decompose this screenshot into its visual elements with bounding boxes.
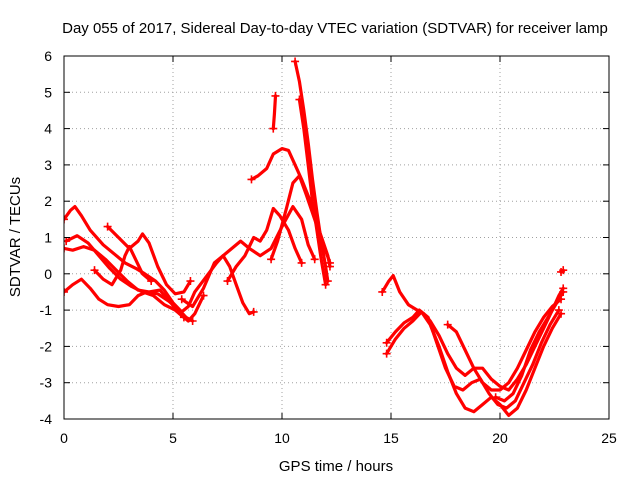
point-marker xyxy=(177,295,186,304)
point-marker xyxy=(188,316,197,325)
point-marker xyxy=(64,287,68,296)
y-tick-label: -2 xyxy=(40,338,53,354)
point-marker xyxy=(378,287,387,296)
series-arc-a1 xyxy=(64,205,256,316)
point-marker xyxy=(186,277,195,286)
data-series xyxy=(64,57,568,417)
x-tick-label: 5 xyxy=(169,430,177,446)
point-marker xyxy=(269,124,278,133)
y-tick-label: 3 xyxy=(44,157,52,173)
point-marker xyxy=(559,287,568,296)
series-arc-a11 xyxy=(271,94,278,131)
point-marker xyxy=(310,255,319,264)
point-marker xyxy=(291,57,300,66)
point-marker xyxy=(443,320,452,329)
series-arc-b4 xyxy=(446,297,563,392)
point-marker xyxy=(249,307,258,316)
point-marker xyxy=(554,306,563,315)
point-marker xyxy=(297,258,306,267)
y-tick-label: 5 xyxy=(44,84,52,100)
series-arc-a12 xyxy=(293,59,330,283)
point-marker xyxy=(103,222,112,231)
point-marker xyxy=(491,393,500,402)
point-marker xyxy=(559,266,568,275)
series-arc-a13 xyxy=(297,97,328,287)
x-tick-label: 10 xyxy=(274,430,290,446)
x-tick-label: 0 xyxy=(60,430,68,446)
point-marker xyxy=(382,349,391,358)
series-arc-b3 xyxy=(385,308,561,410)
y-tick-label: 0 xyxy=(44,266,52,282)
point-marker xyxy=(295,95,304,104)
point-marker xyxy=(321,280,330,289)
y-tick-label: -1 xyxy=(40,302,53,318)
series-arc-b2 xyxy=(385,310,563,417)
point-marker xyxy=(64,237,71,246)
x-axis-label: GPS time / hours xyxy=(279,458,393,475)
point-marker xyxy=(247,175,256,184)
series-arc-a7 xyxy=(180,205,317,309)
series-arc-a8 xyxy=(225,206,304,283)
x-tick-label: 20 xyxy=(492,430,508,446)
point-marker xyxy=(267,255,276,264)
chart-title: Day 055 of 2017, Sidereal Day-to-day VTE… xyxy=(62,20,608,37)
series-arc-a5 xyxy=(105,225,192,296)
point-marker xyxy=(64,215,68,224)
point-marker xyxy=(271,91,280,100)
point-marker xyxy=(64,244,68,253)
point-marker xyxy=(223,277,232,286)
y-tick-labels: -4 -3 -2 -1 0 1 2 3 4 5 6 xyxy=(40,48,53,427)
y-tick-label: 2 xyxy=(44,193,52,209)
y-tick-label: 1 xyxy=(44,230,52,246)
point-marker xyxy=(382,338,391,347)
series-arc-a3 xyxy=(64,234,186,319)
series-arc-b1 xyxy=(380,274,565,392)
y-tick-label: -3 xyxy=(40,375,53,391)
x-tick-label: 25 xyxy=(601,430,617,446)
axis-ticks xyxy=(63,55,610,420)
point-marker xyxy=(325,258,334,267)
grid-lines xyxy=(64,56,609,419)
point-marker xyxy=(90,266,99,275)
y-tick-label: 6 xyxy=(44,48,52,64)
series-arc-a6 xyxy=(92,245,153,287)
y-tick-label: 4 xyxy=(44,121,52,137)
series-arc-b5 xyxy=(494,290,565,403)
y-axis-label: SDTVAR / TECUs xyxy=(7,177,24,297)
point-marker xyxy=(147,277,156,286)
x-tick-labels: 0 5 10 15 20 25 xyxy=(60,430,617,446)
x-tick-label: 15 xyxy=(383,430,399,446)
y-tick-label: -4 xyxy=(40,411,53,427)
series-arc-a4 xyxy=(64,277,195,323)
